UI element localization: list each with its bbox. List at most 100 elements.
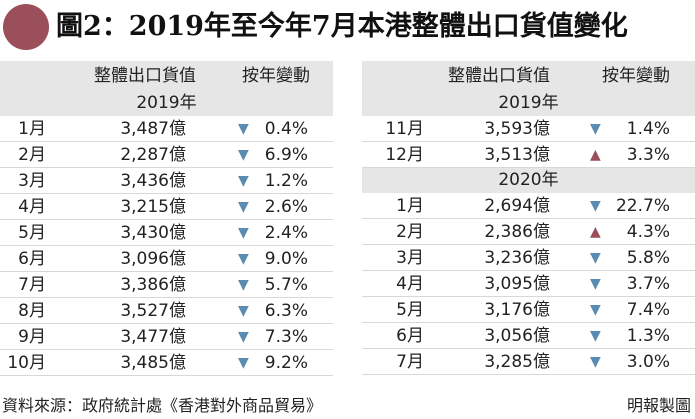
month-cell: 1月 [18, 119, 46, 139]
table-row: 3月 3,436億 ▼ 1.2% [0, 168, 333, 194]
left-table: 整體出口貨值 按年變動 2019年 1月 3,487億 ▼ 0.4% 2月 2,287億 ▼… [0, 61, 333, 376]
arrow-down-icon: ▼ [590, 198, 601, 214]
month-cell: 10月 [7, 353, 46, 373]
year-label: 2019年 [498, 93, 559, 113]
year-row: 2019年 [362, 91, 695, 116]
value-cell: 3,386億 [120, 275, 186, 295]
arrow-down-icon: ▼ [238, 303, 249, 319]
change-cell: 5.8% [626, 248, 670, 268]
change-cell: 1.4% [626, 119, 670, 139]
month-cell: 9月 [18, 327, 46, 347]
month-cell: 6月 [396, 326, 424, 346]
value-cell: 3,096億 [120, 249, 186, 269]
value-cell: 2,287億 [120, 145, 186, 165]
month-cell: 5月 [18, 223, 46, 243]
value-cell: 2,694億 [484, 196, 550, 216]
value-cell: 3,436億 [120, 171, 186, 191]
table-row: 6月 3,096億 ▼ 9.0% [0, 246, 333, 272]
change-cell: 9.0% [264, 249, 308, 269]
month-cell: 12月 [385, 145, 424, 165]
arrow-down-icon: ▼ [238, 251, 249, 267]
table-row: 3月 3,236億 ▼ 5.8% [362, 245, 695, 271]
table-row: 10月 3,485億 ▼ 9.2% [0, 350, 333, 376]
change-cell: 1.3% [626, 326, 670, 346]
left-rows: 1月 3,487億 ▼ 0.4% 2月 2,287億 ▼ 6.9% 3月 3,436億 ▼ 1.2% 4… [0, 116, 333, 376]
table-row: 8月 3,527億 ▼ 6.3% [0, 298, 333, 324]
change-cell: 4.3% [626, 222, 670, 242]
table-row: 4月 3,215億 ▼ 2.6% [0, 194, 333, 220]
value-cell: 3,095億 [484, 274, 550, 294]
table-row: 1月 3,487億 ▼ 0.4% [0, 116, 333, 142]
value-cell: 3,236億 [484, 248, 550, 268]
column-header-change: 按年變動 [242, 66, 310, 86]
table-row: 7月 3,386億 ▼ 5.7% [0, 272, 333, 298]
change-cell: 1.2% [264, 171, 308, 191]
month-cell: 2月 [18, 145, 46, 165]
column-header-change: 按年變動 [602, 66, 670, 86]
right-rows-2019: 11月 3,593億 ▼ 1.4% 12月 3,513億 ▲ 3.3% [362, 116, 695, 168]
credit-note: 明報製圖 [626, 396, 691, 415]
column-header-value: 整體出口貨值 [448, 66, 550, 86]
arrow-down-icon: ▼ [238, 277, 249, 293]
arrow-down-icon: ▼ [590, 354, 601, 370]
arrow-down-icon: ▼ [590, 250, 601, 266]
arrow-down-icon: ▼ [238, 199, 249, 215]
arrow-down-icon: ▼ [590, 276, 601, 292]
month-cell: 5月 [396, 300, 424, 320]
change-cell: 7.4% [626, 300, 670, 320]
arrow-down-icon: ▼ [590, 121, 601, 137]
value-cell: 2,386億 [484, 222, 550, 242]
change-cell: 9.2% [264, 353, 308, 373]
table-row: 5月 3,430億 ▼ 2.4% [0, 220, 333, 246]
change-cell: 22.7% [615, 196, 670, 216]
arrow-up-icon: ▲ [590, 224, 601, 240]
page-title: 圖2：2019年至今年7月本港整體出口貨值變化 [56, 11, 628, 42]
month-cell: 8月 [18, 301, 46, 321]
value-cell: 3,477億 [120, 327, 186, 347]
month-cell: 11月 [385, 119, 424, 139]
right-table: 整體出口貨值 按年變動 2019年 11月 3,593億 ▼ 1.4% 12月 3,513… [362, 61, 695, 375]
value-cell: 3,430億 [120, 223, 186, 243]
month-cell: 1月 [396, 196, 424, 216]
table-row: 4月 3,095億 ▼ 3.7% [362, 271, 695, 297]
arrow-down-icon: ▼ [238, 225, 249, 241]
year-row: 2020年 [362, 168, 695, 193]
month-cell: 4月 [396, 274, 424, 294]
change-cell: 0.4% [264, 119, 308, 139]
value-cell: 3,513億 [484, 145, 550, 165]
month-cell: 7月 [396, 352, 424, 372]
table-row: 1月 2,694億 ▼ 22.7% [362, 193, 695, 219]
value-cell: 3,176億 [484, 300, 550, 320]
arrow-down-icon: ▼ [238, 173, 249, 189]
arrow-down-icon: ▼ [590, 328, 601, 344]
change-cell: 3.0% [626, 352, 670, 372]
table-row: 2月 2,287億 ▼ 6.9% [0, 142, 333, 168]
source-note: 資料來源：政府統計處《香港對外商品貿易》 [2, 396, 323, 415]
month-cell: 7月 [18, 275, 46, 295]
change-cell: 7.3% [264, 327, 308, 347]
change-cell: 3.7% [626, 274, 670, 294]
value-cell: 3,485億 [120, 353, 186, 373]
arrow-down-icon: ▼ [238, 355, 249, 371]
arrow-down-icon: ▼ [238, 147, 249, 163]
month-cell: 3月 [18, 171, 46, 191]
change-cell: 2.4% [264, 223, 308, 243]
table-header: 整體出口貨值 按年變動 [362, 61, 695, 91]
change-cell: 2.6% [264, 197, 308, 217]
year-label: 2020年 [498, 170, 559, 190]
value-cell: 3,215億 [120, 197, 186, 217]
table-row: 12月 3,513億 ▲ 3.3% [362, 142, 695, 168]
arrow-down-icon: ▼ [238, 329, 249, 345]
title-bar: 圖2：2019年至今年7月本港整體出口貨值變化 [0, 0, 695, 52]
value-cell: 3,487億 [120, 119, 186, 139]
value-cell: 3,527億 [120, 301, 186, 321]
value-cell: 3,056億 [484, 326, 550, 346]
month-cell: 3月 [396, 248, 424, 268]
month-cell: 6月 [18, 249, 46, 269]
column-header-value: 整體出口貨值 [94, 66, 196, 86]
change-cell: 6.3% [264, 301, 308, 321]
year-row: 2019年 [0, 91, 333, 116]
table-row: 5月 3,176億 ▼ 7.4% [362, 297, 695, 323]
table-row: 7月 3,285億 ▼ 3.0% [362, 349, 695, 375]
table-row: 2月 2,386億 ▲ 4.3% [362, 219, 695, 245]
